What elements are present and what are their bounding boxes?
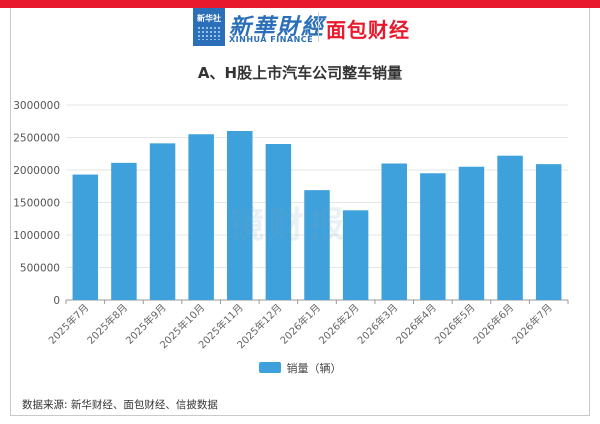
y-tick-label: 2500000 — [13, 133, 60, 145]
x-tick-label: 2026年6月 — [470, 301, 516, 347]
y-tick-label: 1000000 — [13, 230, 60, 242]
mianbao-finance-name: 面包财经 — [326, 18, 410, 42]
bar-13 — [535, 164, 562, 300]
bar-4 — [188, 134, 214, 300]
y-tick-label: 1500000 — [13, 198, 60, 210]
legend-swatch — [258, 362, 281, 373]
y-tick-label: 500000 — [20, 263, 60, 275]
bar-2 — [111, 162, 137, 300]
bar-9 — [381, 163, 407, 300]
x-tick-label: 2026年2月 — [316, 301, 362, 347]
y-tick-label: 0 — [53, 295, 60, 307]
xinhua-finance-name: 新華財經 — [229, 14, 326, 40]
top-accent-bar — [0, 0, 600, 8]
xinhua-logo-text: 新华社 — [197, 14, 221, 23]
legend-label: 销量（辆） — [286, 362, 342, 375]
bar-8 — [342, 210, 369, 300]
bar-10 — [420, 173, 446, 300]
watermark: 镜财报 — [228, 205, 349, 246]
bar-1 — [72, 174, 99, 300]
x-tick-label: 2025年8月 — [84, 301, 130, 347]
x-tick-label: 2026年4月 — [393, 301, 439, 347]
y-tick-label: 2000000 — [13, 165, 60, 177]
chart-legend: 销量（辆） — [0, 360, 600, 376]
bar-12 — [497, 155, 523, 300]
bar-11 — [458, 166, 485, 300]
bar-7 — [304, 190, 330, 300]
x-tick-label: 2026年3月 — [355, 301, 401, 347]
brand-header: 新华社 新華財經 XINHUA FINANCE 面包财经 — [0, 8, 600, 48]
xinhua-logo: 新华社 — [193, 8, 225, 46]
x-tick-label: 2026年7月 — [509, 301, 555, 347]
data-source: 数据来源: 新华财经、面包财经、信披数据 — [22, 399, 218, 411]
bar-5 — [227, 131, 253, 300]
y-tick-label: 3000000 — [13, 100, 60, 112]
bar-6 — [265, 144, 292, 300]
chart-title: A、H股上市汽车公司整车销量 — [197, 64, 403, 82]
bar-3 — [149, 143, 176, 300]
x-tick-label: 2025年7月 — [46, 301, 92, 347]
x-tick-label: 2026年5月 — [432, 301, 478, 347]
xinhua-logo-pattern — [197, 26, 221, 40]
brand-separator — [318, 12, 319, 42]
x-tick-label: 2026年1月 — [277, 301, 323, 347]
chart-frame — [10, 8, 590, 416]
xinhua-finance-subtitle: XINHUA FINANCE — [229, 35, 314, 44]
